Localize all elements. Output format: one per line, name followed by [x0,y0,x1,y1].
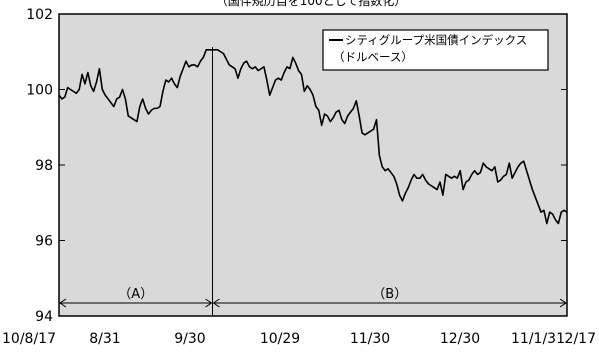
y-axis: 94 96 98 100 102 [26,7,567,325]
x-tick-label: 11/30 [350,331,390,347]
y-tick-label: 100 [26,83,53,99]
series-line [58,49,568,225]
period-markers: （A） （B） [59,287,567,308]
period-arrow-head-right [205,298,213,308]
legend-series-subtitle: （ドルベース） [333,50,413,64]
period-label: （B） [372,287,407,302]
x-tick-label: 2/17 [565,331,596,347]
x-tick-label: 11/1/31 [511,331,565,347]
period-label: （A） [118,287,153,302]
x-tick-label: 8/31 [89,331,120,347]
chart-header-fragment: （国伴規历自を100として指数化） [216,0,407,8]
y-tick-label: 102 [26,7,53,23]
period-arrow-head-left [59,298,67,308]
x-tick-label: 9/30 [174,331,205,347]
y-tick-label: 96 [35,234,53,250]
period-arrow-head-left [212,298,220,308]
y-tick-label: 94 [35,309,53,325]
y-tick-label: 98 [35,158,53,174]
x-tick-label: 10/8/17 [2,331,56,347]
legend: シティグループ米国債インデックス （ドルベース） [322,29,549,71]
legend-box [322,29,549,71]
period-arrow-head-right [559,298,567,308]
legend-series-name: シティグループ米国債インデックス [345,33,527,47]
x-tick-label: 10/29 [260,331,300,347]
x-tick-label: 12/30 [440,331,480,347]
x-axis: 10/8/17 8/31 9/30 10/29 11/30 12/30 11/1/31 2/1… [2,331,596,347]
